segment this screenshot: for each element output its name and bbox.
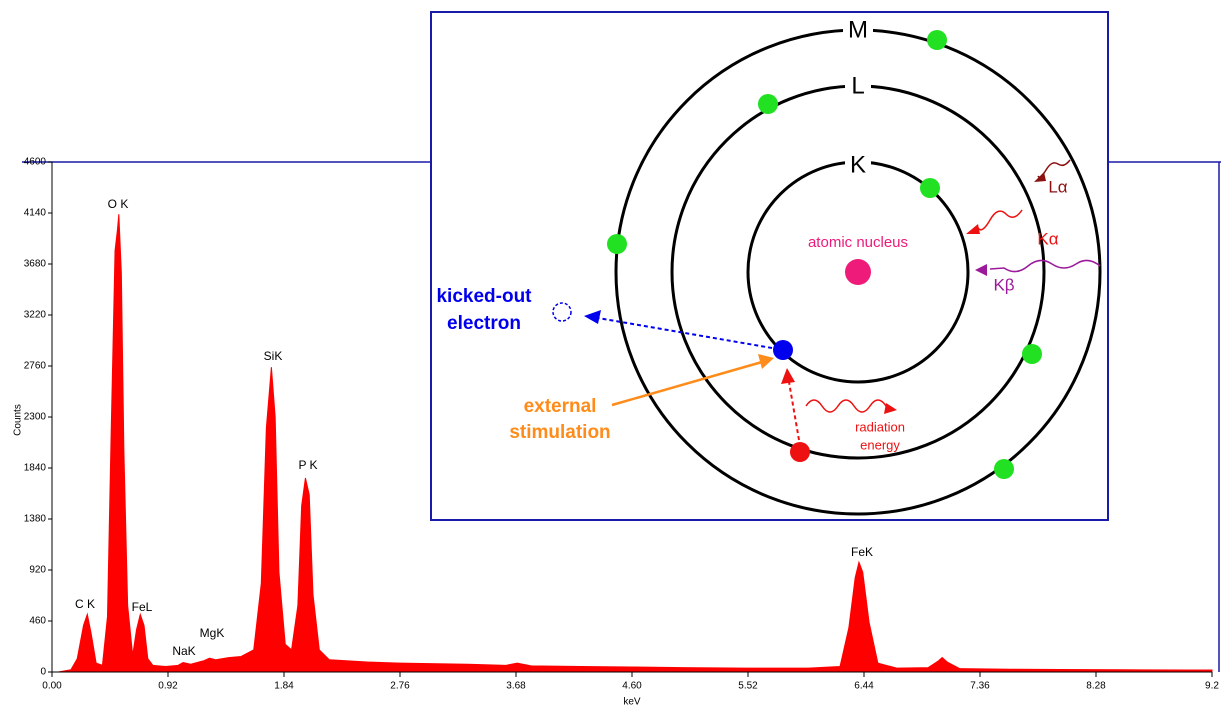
y-tick-label: 2760 — [24, 361, 47, 372]
peak-label: MgK — [200, 626, 225, 640]
arrowhead — [584, 310, 601, 324]
peak-label: O K — [108, 197, 129, 211]
y-tick-label: 0 — [40, 667, 46, 678]
y-tick-label: 1840 — [24, 463, 47, 474]
y-tick-label: 4140 — [24, 208, 47, 219]
electron — [607, 234, 627, 254]
label-bg — [845, 151, 871, 179]
radiation-label: energy — [860, 437, 900, 452]
kicked-out-label: kicked-out — [436, 286, 532, 307]
k-beta-wave — [989, 259, 1101, 273]
peak-label: P K — [298, 458, 317, 472]
x-tick-label: 9.2 — [1205, 681, 1219, 692]
arrowhead — [966, 224, 980, 234]
k-alpha-wave — [971, 209, 1023, 233]
electron — [1022, 344, 1042, 364]
x-tick-label: 7.36 — [970, 681, 990, 692]
inset-frame — [430, 11, 1109, 521]
nucleus-label: atomic nucleus — [808, 234, 908, 251]
shell-label: M — [848, 16, 868, 43]
electron — [994, 459, 1014, 479]
line-label: Kα — [1037, 229, 1058, 248]
stimulation-label: external — [524, 396, 597, 417]
label-bg — [845, 72, 871, 100]
x-tick-label: 0.00 — [42, 681, 62, 692]
kicked-electron — [552, 302, 572, 322]
x-tick-label: 1.84 — [274, 681, 294, 692]
electron — [927, 30, 947, 50]
radiation-label: radiation — [855, 419, 905, 434]
ejected-electron-origin — [773, 340, 793, 360]
electron — [920, 178, 940, 198]
y-tick-label: 1380 — [24, 514, 47, 525]
x-tick-label: 6.44 — [854, 681, 874, 692]
shell-label: K — [850, 151, 866, 178]
y-tick-label: 4600 — [24, 157, 47, 168]
y-tick-label: 2300 — [24, 412, 47, 423]
x-axis-label: keV — [623, 697, 641, 708]
arrowhead — [975, 264, 987, 276]
x-tick-label: 4.60 — [622, 681, 642, 692]
line-label: Lα — [1048, 177, 1067, 196]
y-tick-label: 920 — [29, 565, 46, 576]
peak-label: NaK — [172, 644, 195, 658]
label-bg — [843, 16, 873, 44]
peak-label: SiK — [264, 349, 283, 363]
y-tick-label: 3680 — [24, 259, 47, 270]
radiation-wave — [805, 399, 893, 413]
arrowhead — [781, 368, 795, 384]
electron — [758, 94, 778, 114]
arrowhead — [884, 403, 897, 414]
spectrum-area — [58, 214, 1213, 673]
x-tick-label: 8.28 — [1086, 681, 1106, 692]
arrowhead — [758, 354, 774, 369]
shell-label: L — [851, 72, 864, 99]
x-tick-label: 2.76 — [390, 681, 410, 692]
electrons — [607, 30, 1042, 479]
stimulation-label: stimulation — [509, 422, 610, 443]
y-axis-label: Counts — [13, 404, 24, 436]
transition-arrow — [788, 381, 800, 441]
peak-label: FeK — [851, 545, 873, 559]
y-tick-label: 3220 — [24, 310, 47, 321]
transition-electron — [790, 442, 810, 462]
kicked-out-label: electron — [447, 313, 521, 334]
y-tick-label: 460 — [29, 616, 46, 627]
peak-label: C K — [75, 597, 95, 611]
line-label: Kβ — [993, 275, 1014, 294]
atom-diagram: M L K atomic nucleus radiation energy Lα — [430, 11, 1109, 521]
eject-arrow — [597, 317, 773, 349]
x-tick-label: 0.92 — [158, 681, 178, 692]
x-tick-label: 5.52 — [738, 681, 758, 692]
peak-label: FeL — [132, 600, 153, 614]
stimulation-arrow — [611, 360, 763, 407]
arrowhead — [1034, 172, 1046, 182]
nucleus — [845, 259, 871, 285]
x-tick-label: 3.68 — [506, 681, 526, 692]
